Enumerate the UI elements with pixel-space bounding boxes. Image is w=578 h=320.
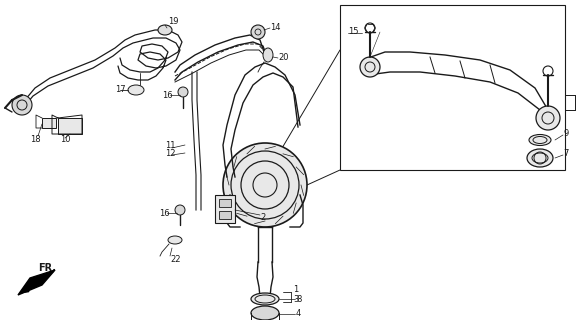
- Text: 22: 22: [170, 255, 180, 265]
- Bar: [215, 195, 235, 223]
- Bar: [219, 211, 231, 219]
- Text: 12: 12: [165, 148, 176, 157]
- Text: 18: 18: [30, 135, 40, 145]
- Text: 15: 15: [348, 28, 358, 36]
- Text: FR.: FR.: [38, 263, 56, 273]
- Text: 2: 2: [260, 213, 265, 222]
- Text: 5: 5: [577, 93, 578, 102]
- Ellipse shape: [529, 134, 551, 146]
- Text: 6: 6: [577, 103, 578, 113]
- Ellipse shape: [128, 85, 144, 95]
- Ellipse shape: [158, 25, 172, 35]
- Polygon shape: [18, 270, 55, 295]
- Bar: [340, 5, 565, 170]
- Text: 3: 3: [293, 295, 298, 305]
- Text: 16: 16: [159, 209, 169, 218]
- Ellipse shape: [263, 48, 273, 62]
- Ellipse shape: [251, 306, 279, 320]
- Circle shape: [251, 25, 265, 39]
- Bar: [219, 199, 231, 207]
- Text: 7: 7: [563, 148, 568, 157]
- Ellipse shape: [527, 149, 553, 167]
- Circle shape: [12, 95, 32, 115]
- Bar: [42, 118, 56, 128]
- Text: 20: 20: [278, 53, 288, 62]
- Bar: [58, 118, 82, 134]
- Text: 4: 4: [296, 309, 301, 318]
- Text: 10: 10: [60, 135, 71, 145]
- Circle shape: [536, 106, 560, 130]
- Ellipse shape: [168, 236, 182, 244]
- Circle shape: [360, 57, 380, 77]
- Text: 11: 11: [165, 140, 176, 149]
- Text: 14: 14: [270, 23, 280, 33]
- Circle shape: [223, 143, 307, 227]
- Text: 8: 8: [296, 294, 301, 303]
- Circle shape: [175, 205, 185, 215]
- Ellipse shape: [251, 293, 279, 305]
- Text: 19: 19: [168, 18, 179, 27]
- Text: 17: 17: [115, 85, 125, 94]
- Circle shape: [178, 87, 188, 97]
- Text: 9: 9: [563, 129, 568, 138]
- Text: 16: 16: [162, 91, 173, 100]
- Text: 1: 1: [293, 285, 298, 294]
